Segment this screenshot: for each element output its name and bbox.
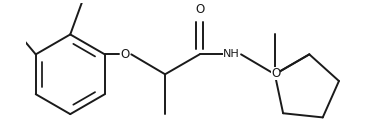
Text: O: O xyxy=(195,3,204,16)
Text: O: O xyxy=(271,67,280,80)
Text: NH: NH xyxy=(223,49,240,59)
Text: O: O xyxy=(120,48,129,61)
